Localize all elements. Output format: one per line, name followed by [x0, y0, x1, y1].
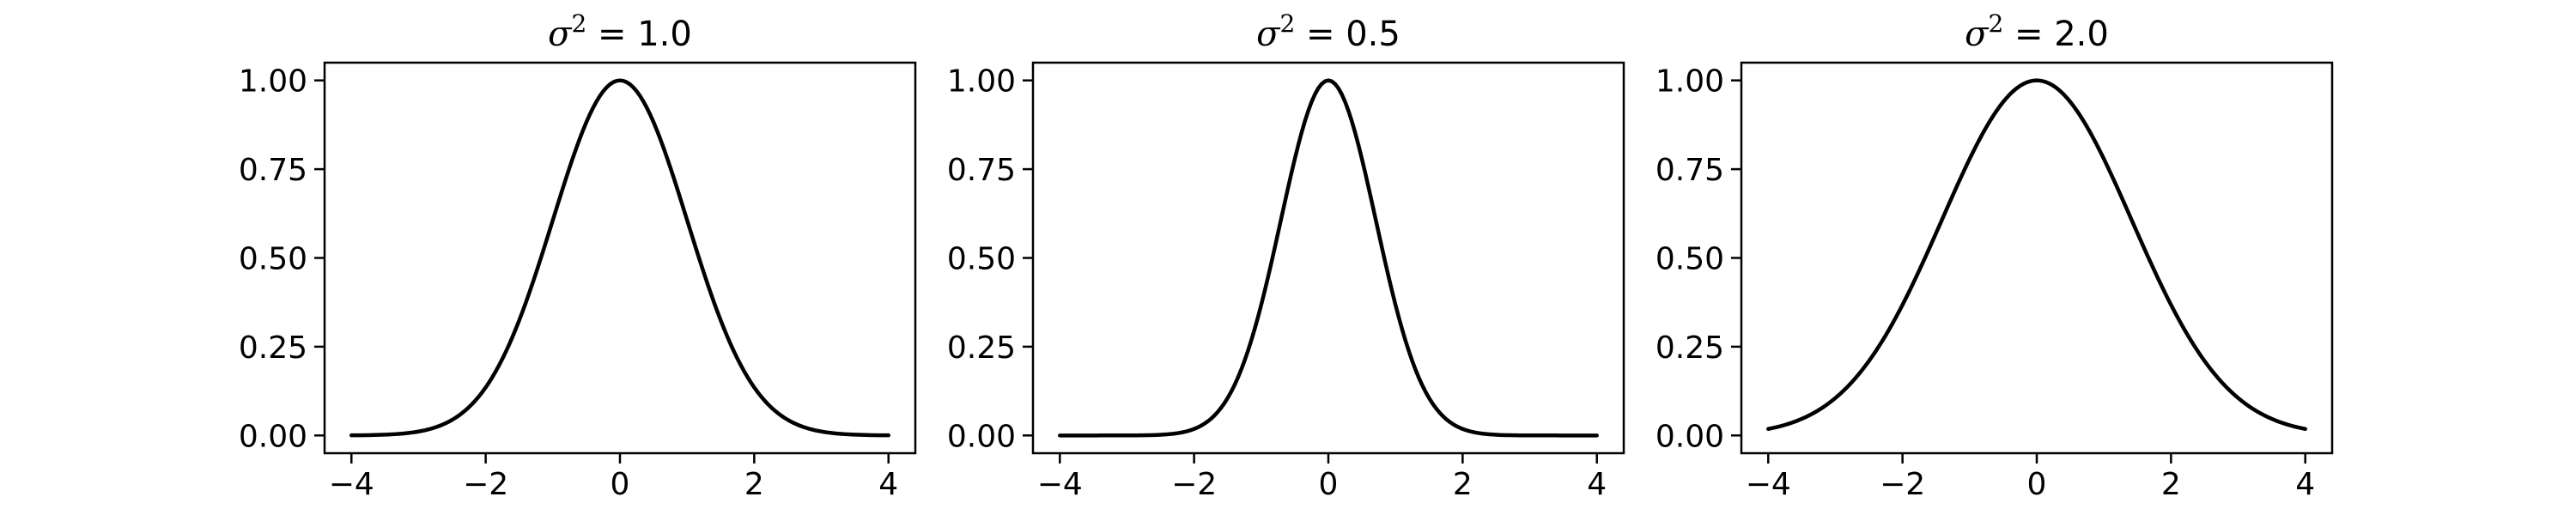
x-tick-label: 4 [878, 467, 898, 502]
y-tick-label: 0.50 [239, 242, 307, 277]
axes-frame [323, 61, 917, 455]
y-tick-label: 1.00 [239, 64, 307, 100]
subplot-2: −4 −2 0 2 4 0.00 0.25 0.50 0.75 1.00 σ2 = 0.5 [947, 9, 1625, 502]
x-tick-label: −4 [1037, 467, 1083, 502]
subplot-1: −4 −2 0 2 4 0.00 0.25 0.50 0.75 1.00 σ2 = 1.0 [239, 9, 917, 502]
x-tick-label: 2 [1453, 467, 1473, 502]
y-tick-label: 0.75 [239, 153, 307, 188]
subplot-title: σ2 = 2.0 [1965, 9, 2109, 54]
x-tick-label: 4 [1587, 467, 1607, 502]
x-tick-label: 0 [1319, 467, 1339, 502]
x-tick-label: −2 [463, 467, 508, 502]
x-tick-label: 0 [2027, 467, 2047, 502]
curve-line [349, 78, 890, 438]
x-tick-label: −4 [1746, 467, 1791, 502]
subplot-3: −4 −2 0 2 4 0.00 0.25 0.50 0.75 1.00 σ2 = 2.0 [1656, 9, 2334, 502]
y-tick-label: 0.50 [1656, 242, 1724, 277]
y-tick-label: 0.00 [239, 419, 307, 454]
x-tick-label: 0 [611, 467, 630, 502]
y-tick-label: 0.75 [947, 153, 1016, 188]
axes-frame [1031, 61, 1625, 455]
y-tick-label: 0.50 [947, 242, 1016, 277]
x-tick-label: −2 [1880, 467, 1925, 502]
y-tick-label: 0.75 [1656, 153, 1724, 188]
axes-frame [1740, 61, 2334, 455]
y-tick-label: 1.00 [1656, 64, 1724, 100]
x-tick-label: −4 [329, 467, 374, 502]
y-tick-label: 1.00 [947, 64, 1016, 100]
y-tick-label: 0.00 [947, 419, 1016, 454]
x-tick-label: −2 [1171, 467, 1217, 502]
y-tick-label: 0.25 [947, 330, 1016, 366]
y-tick-label: 0.25 [239, 330, 307, 366]
y-tick-label: 0.00 [1656, 419, 1724, 454]
curve-line [1058, 78, 1599, 438]
x-tick-label: 2 [2161, 467, 2181, 502]
y-tick-label: 0.25 [1656, 330, 1724, 366]
curve-line [1766, 78, 2307, 431]
x-tick-label: 2 [744, 467, 764, 502]
subplot-title: σ2 = 0.5 [1256, 9, 1400, 54]
x-tick-label: 4 [2295, 467, 2315, 502]
subplot-title: σ2 = 1.0 [548, 9, 692, 54]
